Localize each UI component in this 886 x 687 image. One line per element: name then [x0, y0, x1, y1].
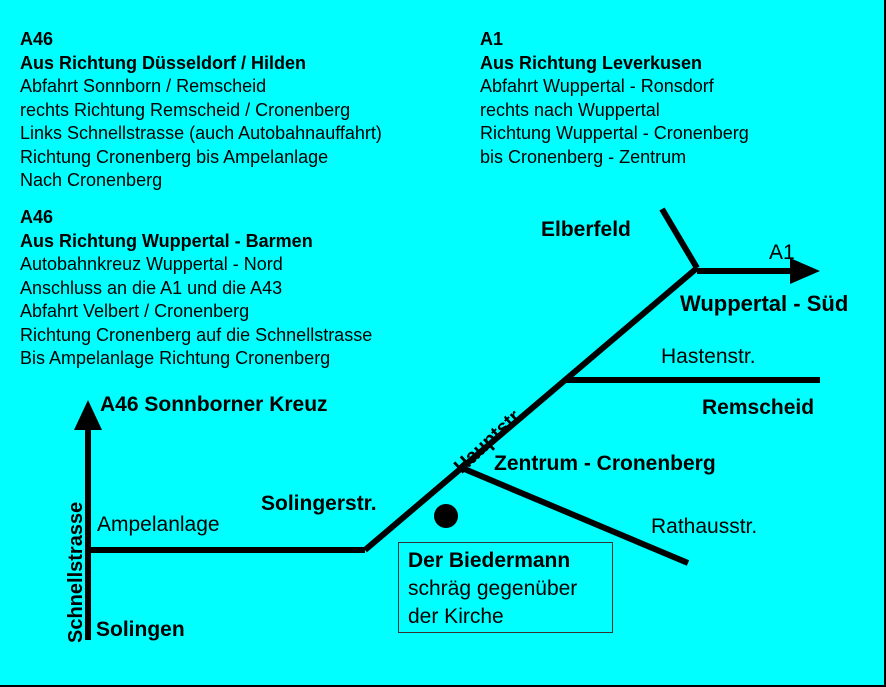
- direction-step: Nach Cronenberg: [20, 170, 163, 190]
- road-name: A46: [20, 29, 54, 49]
- label-a1: A1: [769, 241, 795, 264]
- direction-step: bis Cronenberg - Zentrum: [480, 146, 687, 167]
- direction-step: Abfahrt Sonnborn / Remscheid: [20, 76, 267, 96]
- direction-step: Bis Ampelanlage Richtung Cronenberg: [20, 348, 331, 368]
- label-remscheid: Remscheid: [702, 396, 815, 419]
- road-rathausstr: [460, 465, 690, 566]
- directions-heading: Aus Richtung Leverkusen: [480, 52, 703, 73]
- label-wuppertal-sued: Wuppertal - Süd: [680, 291, 849, 316]
- direction-step: Abfahrt Wuppertal - Ronsdorf: [480, 76, 714, 96]
- direction-step: Richtung Cronenberg bis Ampelanlage: [20, 146, 329, 167]
- label-ampelanlage: Ampelanlage: [97, 513, 220, 536]
- road-elberfeld: [659, 207, 700, 270]
- directions-a1-leverkusen: A1 Aus Richtung Leverkusen Abfahrt Wuppe…: [480, 28, 749, 169]
- destination-name: Der Biedermann: [408, 549, 571, 572]
- arrow-north-icon: [74, 400, 102, 430]
- label-hastenstr: Hastenstr.: [661, 345, 756, 368]
- direction-step: Links Schnellstrasse (auch Autobahnauffa…: [20, 123, 382, 143]
- directions-heading: Aus Richtung Wuppertal - Barmen: [20, 230, 313, 251]
- destination-note: schräg gegenüber: [408, 577, 578, 600]
- label-elberfeld: Elberfeld: [541, 218, 631, 241]
- label-rathausstr: Rathausstr.: [651, 515, 758, 538]
- road-name: A46: [20, 207, 54, 227]
- direction-step: Abfahrt Velbert / Cronenberg: [20, 301, 250, 321]
- direction-step: Richtung Cronenberg auf die Schnellstras…: [20, 324, 373, 345]
- arrow-east-icon: [790, 258, 820, 284]
- road-name: A1: [480, 29, 504, 49]
- destination-info-box: Der Biedermann schräg gegenüber der Kirc…: [398, 542, 613, 633]
- road-hauptstr: [363, 265, 699, 553]
- direction-step: rechts Richtung Remscheid / Cronenberg: [20, 99, 351, 120]
- label-solingen: Solingen: [96, 618, 185, 641]
- direction-step: Autobahnkreuz Wuppertal - Nord: [20, 254, 283, 274]
- direction-step: rechts nach Wuppertal: [480, 99, 660, 120]
- directions-heading: Aus Richtung Düsseldorf / Hilden: [20, 52, 307, 73]
- label-schnellstrasse: Schnellstrasse: [65, 501, 87, 643]
- label-zentrum-cronenberg: Zentrum - Cronenberg: [494, 452, 716, 475]
- direction-step: Richtung Wuppertal - Cronenberg: [480, 123, 749, 143]
- location-marker-icon: [434, 504, 458, 528]
- destination-note: der Kirche: [408, 605, 504, 628]
- direction-step: Anschluss an die A1 und die A43: [20, 277, 283, 298]
- directions-a46-duesseldorf: A46 Aus Richtung Düsseldorf / Hilden Abf…: [20, 28, 382, 193]
- label-sonnborner-kreuz: A46 Sonnborner Kreuz: [100, 393, 328, 416]
- directions-a46-barmen: A46 Aus Richtung Wuppertal - Barmen Auto…: [20, 206, 372, 371]
- label-solingerstr: Solingerstr.: [261, 492, 377, 515]
